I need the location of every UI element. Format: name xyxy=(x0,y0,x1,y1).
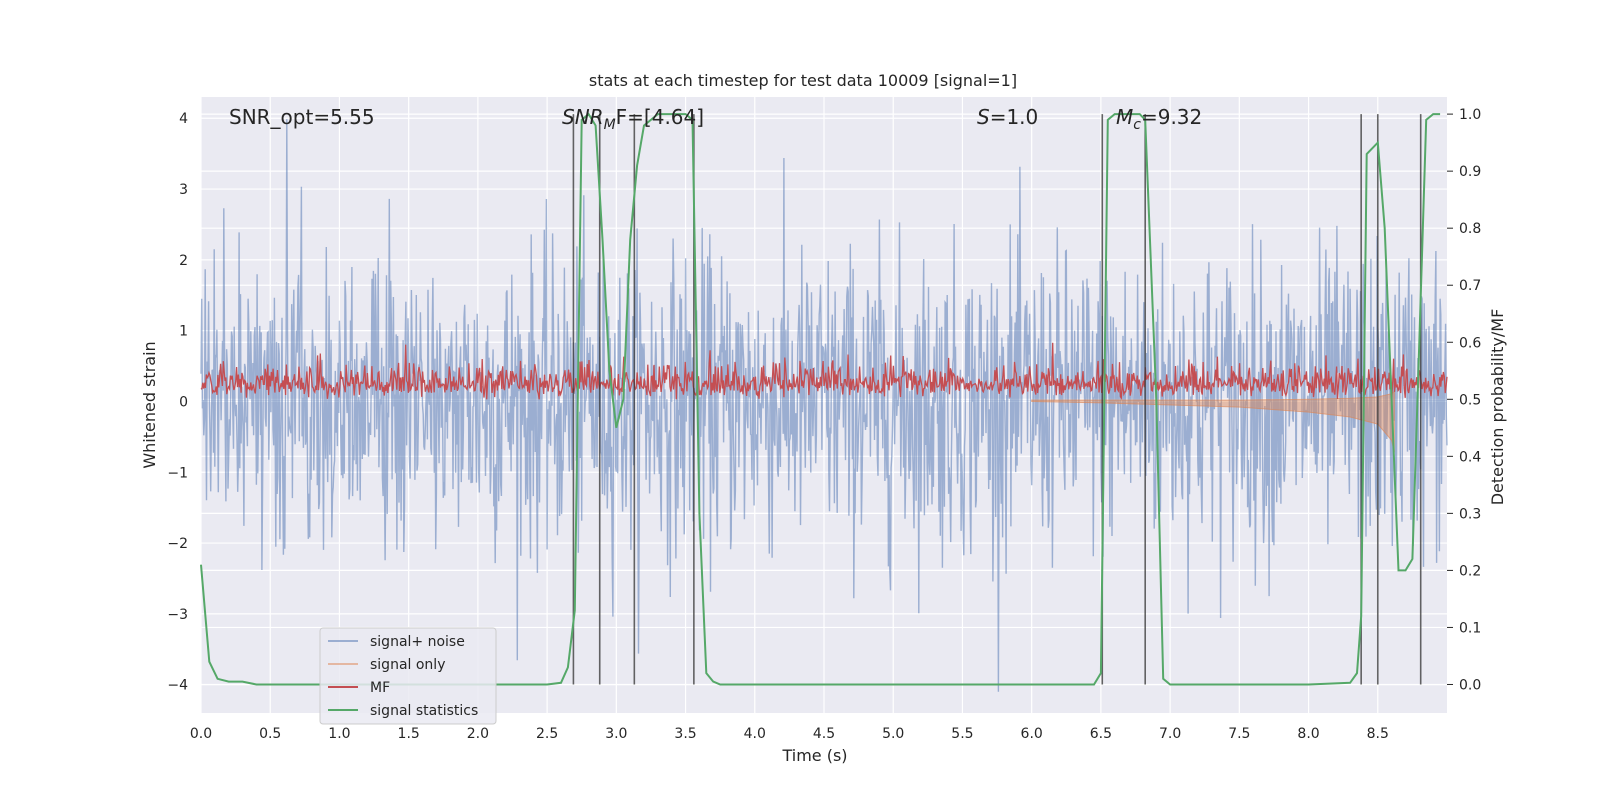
legend: signal+ noise signal only MF signal stat… xyxy=(319,627,497,725)
s-annotation: S=1.0 xyxy=(977,105,1038,129)
x-tick-label: 0.5 xyxy=(259,726,281,742)
y-tick-label: −1 xyxy=(167,465,188,481)
x-tick-label: 2.5 xyxy=(536,726,558,742)
snr-opt-annotation: SNR_opt=5.55 xyxy=(229,105,375,129)
signal-statistics-line xyxy=(200,112,1441,686)
x-tick-label: 7.5 xyxy=(1228,726,1250,742)
y2-tick-label: 0.2 xyxy=(1459,563,1481,579)
y2-axis-ticks: 0.0 0.1 0.2 0.3 0.4 0.5 0.6 0.7 0.8 0.9 1.0 xyxy=(1447,107,1481,693)
y-tick-label: −3 xyxy=(167,607,188,623)
y-tick-label: 2 xyxy=(179,253,188,269)
x-axis-label: Time (s) xyxy=(781,746,847,765)
x-tick-label: 0.0 xyxy=(190,726,212,742)
snr-mf-annotation: SNRMF=[4.64] xyxy=(562,105,704,133)
y2-tick-label: 0.8 xyxy=(1459,221,1481,237)
legend-label-signal-noise: signal+ noise xyxy=(370,634,465,650)
signal-statistics-series xyxy=(200,112,1441,686)
x-tick-label: 1.0 xyxy=(328,726,350,742)
y2-tick-label: 1.0 xyxy=(1459,107,1481,123)
mf-series xyxy=(200,342,1448,401)
chart-title: stats at each timestep for test data 100… xyxy=(589,71,1017,90)
x-tick-label: 5.0 xyxy=(882,726,904,742)
x-tick-label: 8.0 xyxy=(1297,726,1319,742)
x-tick-label: 1.5 xyxy=(398,726,420,742)
x-tick-label: 8.5 xyxy=(1367,726,1389,742)
y-tick-label: −4 xyxy=(167,678,188,694)
y2-tick-label: 0.9 xyxy=(1459,164,1481,180)
x-tick-label: 7.0 xyxy=(1159,726,1181,742)
mc-annotation: Mc=9.32 xyxy=(1116,105,1202,133)
y2-tick-label: 0.4 xyxy=(1459,449,1481,465)
y2-tick-label: 0.1 xyxy=(1459,620,1481,636)
x-tick-label: 2.0 xyxy=(467,726,489,742)
y2-axis-label: Detection probability/MF xyxy=(1488,309,1507,506)
mc-main: M xyxy=(1116,105,1133,129)
y-axis-ticks: −4 −3 −2 −1 0 1 2 3 4 xyxy=(167,111,188,693)
x-axis-ticks: 0.0 0.5 1.0 1.5 2.0 2.5 3.0 3.5 4.0 4.5 5.0 5.5 6.0 6… xyxy=(190,726,1389,742)
x-tick-label: 3.5 xyxy=(674,726,696,742)
snr-mf-main: SNR xyxy=(562,105,604,129)
y-tick-label: 3 xyxy=(179,182,188,198)
mc-sub: c xyxy=(1133,117,1141,133)
s-main: S xyxy=(977,105,990,129)
y-tick-label: −2 xyxy=(167,536,188,552)
grid xyxy=(200,97,1447,713)
s-rest: =1.0 xyxy=(990,105,1039,129)
x-tick-label: 4.0 xyxy=(744,726,766,742)
y2-tick-label: 0.7 xyxy=(1459,278,1481,294)
legend-label-mf: MF xyxy=(370,680,390,696)
y-axis-label: Whitened strain xyxy=(140,341,159,468)
y-tick-label: 4 xyxy=(179,111,188,127)
y2-tick-label: 0.3 xyxy=(1459,506,1481,522)
mc-rest: =9.32 xyxy=(1141,105,1202,129)
y2-tick-label: 0.5 xyxy=(1459,392,1481,408)
legend-label-signal-statistics: signal statistics xyxy=(370,703,478,719)
x-tick-label: 4.5 xyxy=(813,726,835,742)
x-tick-label: 6.0 xyxy=(1021,726,1043,742)
mf-line xyxy=(200,342,1448,401)
snr-mf-rest: F=[4.64] xyxy=(616,105,704,129)
legend-label-signal-only: signal only xyxy=(370,657,445,673)
legend-box xyxy=(319,627,497,725)
snr-mf-sub: M xyxy=(604,117,616,133)
y2-tick-label: 0.6 xyxy=(1459,335,1481,351)
y-tick-label: 1 xyxy=(179,324,188,340)
y-tick-label: 0 xyxy=(179,394,188,410)
x-tick-label: 6.5 xyxy=(1090,726,1112,742)
x-tick-label: 3.0 xyxy=(605,726,627,742)
x-tick-label: 5.5 xyxy=(951,726,973,742)
y2-tick-label: 0.0 xyxy=(1459,677,1481,693)
